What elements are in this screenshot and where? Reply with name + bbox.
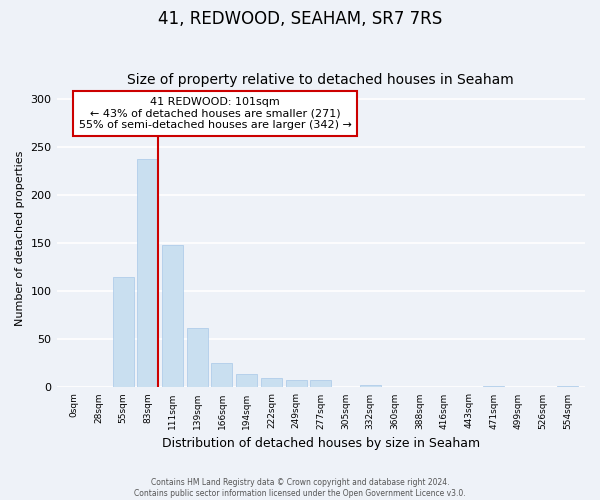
Bar: [137, 158, 158, 388]
Text: Contains HM Land Registry data © Crown copyright and database right 2024.
Contai: Contains HM Land Registry data © Crown c…: [134, 478, 466, 498]
Bar: [236, 374, 257, 388]
Text: 41, REDWOOD, SEAHAM, SR7 7RS: 41, REDWOOD, SEAHAM, SR7 7RS: [158, 10, 442, 28]
Bar: [113, 277, 134, 388]
Text: 41 REDWOOD: 101sqm
← 43% of detached houses are smaller (271)
55% of semi-detach: 41 REDWOOD: 101sqm ← 43% of detached hou…: [79, 97, 352, 130]
Bar: [187, 328, 208, 388]
Y-axis label: Number of detached properties: Number of detached properties: [15, 151, 25, 326]
Bar: [162, 245, 183, 388]
X-axis label: Distribution of detached houses by size in Seaham: Distribution of detached houses by size …: [162, 437, 480, 450]
Bar: [286, 380, 307, 388]
Bar: [310, 380, 331, 388]
Bar: [211, 364, 232, 388]
Bar: [261, 378, 282, 388]
Bar: [483, 386, 504, 388]
Bar: [557, 386, 578, 388]
Bar: [359, 384, 380, 388]
Title: Size of property relative to detached houses in Seaham: Size of property relative to detached ho…: [127, 73, 514, 87]
